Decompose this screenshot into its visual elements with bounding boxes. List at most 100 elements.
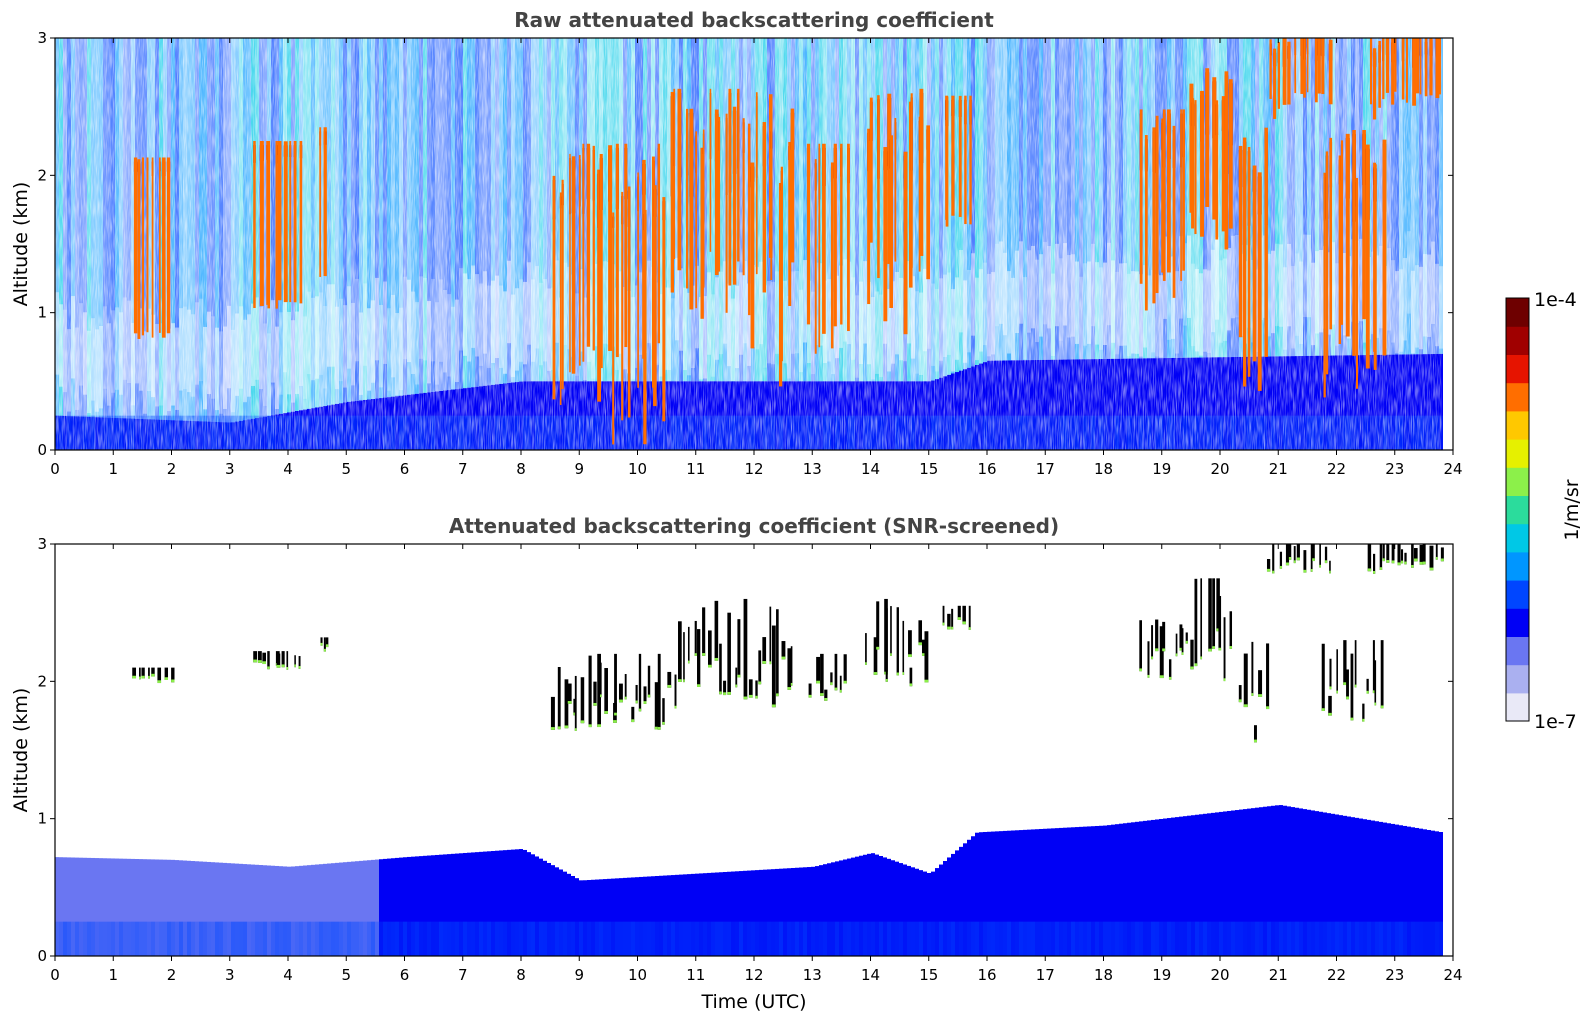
cloud-edge xyxy=(139,676,141,680)
surface-layer-column xyxy=(183,921,187,956)
surface-layer-column xyxy=(1383,921,1387,956)
cloud-strand xyxy=(1181,628,1184,656)
cloud-edge xyxy=(1382,139,1387,356)
cloud-edge xyxy=(1378,40,1381,108)
cloud-strand xyxy=(1279,551,1283,569)
surface-layer-column xyxy=(1039,921,1043,956)
cloud-strand xyxy=(647,665,651,698)
surface-layer-column xyxy=(1323,921,1327,956)
cloud-strand xyxy=(1200,578,1203,660)
surface-layer-column xyxy=(323,921,327,956)
cloud-edge xyxy=(643,209,647,445)
x-tick-label: 9 xyxy=(574,460,584,478)
boundary-layer-column xyxy=(331,863,335,956)
cloud-strand xyxy=(787,648,792,690)
cloud-edge xyxy=(1429,38,1433,96)
surface-layer-column xyxy=(951,921,955,956)
surface-layer-column xyxy=(731,921,735,956)
surface-layer-column xyxy=(467,921,471,956)
boundary-layer-column xyxy=(935,868,939,956)
cloud-edge xyxy=(166,157,171,334)
colorbar-step xyxy=(1506,523,1529,553)
cloud-edge xyxy=(299,141,303,304)
surface-layer-column xyxy=(599,921,603,956)
boundary-layer-column xyxy=(371,859,375,956)
cloud-strand xyxy=(1258,670,1263,697)
surface-layer-column xyxy=(267,921,271,956)
surface-layer-column xyxy=(859,921,863,956)
boundary-layer-column xyxy=(991,831,995,956)
surface-layer-column xyxy=(1271,921,1275,956)
cloud-edge xyxy=(569,153,571,373)
surface-layer-column xyxy=(59,921,63,956)
cloud-edge xyxy=(1325,151,1329,375)
boundary-layer-column xyxy=(467,852,471,956)
colorbar-step xyxy=(1506,551,1529,581)
cloud-strand xyxy=(1413,548,1418,562)
y-tick-label: 1 xyxy=(37,304,47,322)
surface-layer-column xyxy=(1239,921,1243,956)
cloud-edge xyxy=(550,727,555,730)
boundary-layer-column xyxy=(871,853,875,956)
cloud-strand xyxy=(604,668,608,714)
boundary-layer-column xyxy=(359,860,363,956)
surface-layer-column xyxy=(679,921,683,956)
boundary-layer-column xyxy=(1051,828,1055,956)
cloud-strand xyxy=(727,612,731,695)
cloud-strand xyxy=(151,667,155,677)
surface-layer-column xyxy=(1363,921,1367,956)
cloud-edge xyxy=(621,191,624,421)
boundary-layer-column xyxy=(195,861,199,956)
cloud-strand xyxy=(624,674,627,700)
boundary-layer-column xyxy=(1283,805,1287,956)
cloud-edge xyxy=(667,684,672,688)
cloud-edge xyxy=(600,694,602,698)
boundary-layer-column xyxy=(391,858,395,956)
cloud-strand xyxy=(654,682,659,730)
surface-layer-column xyxy=(195,921,199,956)
surface-layer-column xyxy=(71,921,75,956)
surface-layer-column xyxy=(1339,921,1343,956)
boundary-layer-column xyxy=(1015,830,1019,956)
surface-layer-column xyxy=(391,921,395,956)
cloud-edge xyxy=(787,687,792,690)
boundary-layer-column xyxy=(1263,806,1267,956)
boundary-layer-column xyxy=(599,879,603,956)
boundary-layer-column xyxy=(375,859,379,956)
boundary-layer-column xyxy=(939,864,943,956)
x-tick-label: 13 xyxy=(803,966,822,984)
x-axis-label: Time (UTC) xyxy=(700,991,806,1013)
surface-layer-column xyxy=(331,921,335,956)
surface-layer-column xyxy=(1055,921,1059,956)
x-tick-label: 21 xyxy=(1269,966,1288,984)
boundary-layer-column xyxy=(651,876,655,956)
cloud-edge xyxy=(723,692,727,696)
cloud-edge xyxy=(259,141,264,306)
boundary-layer-column xyxy=(1195,814,1199,956)
cloud-edge xyxy=(293,141,297,303)
surface-layer-column xyxy=(1399,921,1403,956)
boundary-layer-column xyxy=(443,854,447,956)
x-tick-label: 17 xyxy=(1036,966,1055,984)
cloud-strand xyxy=(574,675,577,731)
surface-layer-column xyxy=(803,921,807,956)
colorbar-step xyxy=(1506,326,1529,355)
cloud-edge xyxy=(1162,648,1166,652)
boundary-layer-column xyxy=(1163,818,1167,956)
cloud-edge xyxy=(1372,48,1377,120)
boundary-layer-column xyxy=(1211,812,1215,956)
boundary-layer-column xyxy=(955,850,959,956)
surface-layer-column xyxy=(243,921,247,956)
cloud-edge xyxy=(889,135,893,308)
surface-layer-column xyxy=(1351,921,1355,956)
cloud-edge xyxy=(1194,100,1197,235)
surface-layer-column xyxy=(319,921,323,956)
surface-layer-column xyxy=(1019,921,1023,956)
x-tick-label: 24 xyxy=(1443,460,1462,478)
boundary-layer-column xyxy=(1027,829,1031,956)
surface-layer-column xyxy=(99,921,103,956)
x-tick-label: 0 xyxy=(50,966,60,984)
cloud-edge xyxy=(1228,79,1233,229)
surface-layer-column xyxy=(607,921,611,956)
boundary-layer-column xyxy=(815,866,819,956)
